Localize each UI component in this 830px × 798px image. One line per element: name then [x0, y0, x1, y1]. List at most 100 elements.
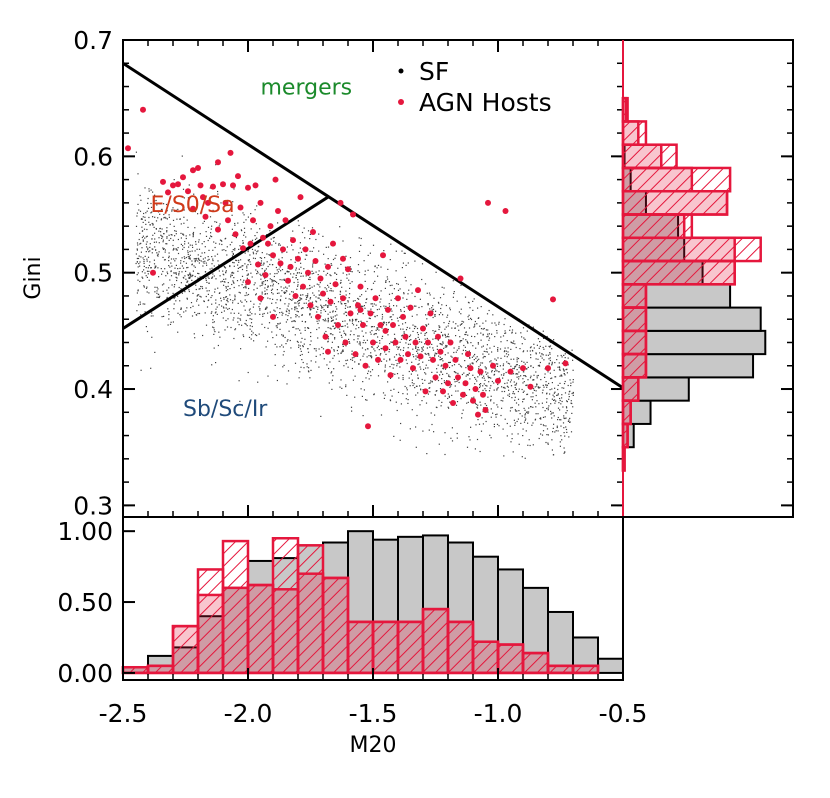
sf-point [284, 336, 286, 339]
legend-agn-marker [398, 99, 404, 105]
sf-point [183, 234, 185, 236]
sf-point [210, 235, 212, 237]
sf-point [377, 327, 379, 329]
legend: SF AGN Hosts [398, 57, 552, 117]
sf-point [271, 288, 274, 290]
sf-point [373, 393, 375, 395]
sf-point [327, 306, 329, 308]
sf-point [286, 290, 288, 292]
sf-point [444, 368, 447, 370]
sf-point [196, 295, 198, 297]
sf-point [369, 317, 371, 320]
sf-point [496, 332, 498, 334]
sf-point [476, 438, 479, 441]
sf-point [173, 308, 175, 310]
sf-point [293, 326, 295, 328]
sf-point [309, 314, 311, 316]
agn-point [235, 173, 241, 180]
sf-point [402, 374, 404, 376]
sf-point [278, 292, 280, 294]
agn-point [402, 333, 409, 340]
sf-point [551, 377, 553, 379]
sf-point [297, 272, 299, 274]
sf-point [500, 374, 503, 376]
sf-point [143, 228, 146, 230]
sf-point [345, 386, 347, 388]
sf-point [393, 333, 396, 335]
sf-point [381, 335, 384, 337]
sf-point [526, 361, 528, 363]
sf-point [233, 312, 235, 314]
sf-point [222, 270, 224, 272]
sf-point [349, 293, 351, 295]
agn-point [305, 269, 311, 276]
agn-point [562, 360, 569, 367]
sf-point [376, 347, 378, 349]
sf-point [536, 400, 538, 402]
sf-point [272, 283, 274, 285]
sf-point [358, 321, 360, 323]
sf-point [334, 315, 336, 317]
sf-point [398, 324, 400, 327]
agn-point [420, 325, 426, 332]
sf-point [349, 266, 351, 268]
sf-point [439, 297, 442, 299]
sf-point [421, 350, 423, 353]
sf-point [449, 307, 451, 309]
sf-point [387, 334, 389, 336]
sf-point [397, 320, 399, 322]
sf-point [554, 402, 556, 404]
sf-point [365, 298, 367, 300]
sf-point [332, 258, 335, 261]
sf-point [234, 296, 236, 298]
sf-point [367, 348, 369, 350]
sf-point [409, 334, 412, 336]
sf-point [552, 454, 554, 456]
sf-point [244, 294, 246, 297]
sf-point [232, 201, 234, 203]
sf-point [474, 323, 476, 325]
sf-point [358, 250, 361, 252]
sf-point [483, 383, 485, 385]
sf-point [425, 324, 427, 326]
sf-point [351, 350, 353, 352]
sf-point [239, 318, 241, 320]
sf-point [560, 403, 562, 405]
sf-point [380, 266, 382, 268]
sf-point [439, 356, 441, 358]
sf-point [487, 375, 489, 377]
agn-point [180, 174, 186, 181]
sf-point [261, 268, 263, 270]
sf-point [332, 319, 334, 322]
sf-point [424, 352, 426, 355]
sf-point [530, 375, 532, 377]
sf-point [158, 251, 160, 253]
sf-point [559, 369, 561, 371]
sf-point [358, 335, 360, 337]
sf-point [246, 270, 248, 272]
sf-point [453, 292, 455, 295]
sf-point [411, 292, 413, 294]
sf-point [265, 268, 267, 270]
sf-point [489, 387, 491, 389]
sf-point [154, 286, 156, 288]
agn-point [405, 351, 411, 358]
sf-point [290, 317, 292, 319]
sf-point [551, 382, 553, 384]
sf-point [439, 326, 441, 328]
agn-point [417, 353, 424, 360]
sf-point [543, 359, 545, 361]
sf-point [380, 306, 382, 308]
x-axis-title: M20 [350, 733, 397, 758]
sf-point [345, 363, 347, 365]
sf-point [152, 223, 154, 225]
sf-point [419, 404, 421, 406]
sf-point [373, 326, 375, 328]
sf-point [327, 317, 329, 319]
sf-point [525, 418, 527, 420]
sf-point [234, 222, 236, 225]
sf-point [201, 286, 203, 288]
sf-point [362, 305, 364, 308]
sf-point [424, 334, 426, 336]
sf-point [307, 370, 310, 372]
